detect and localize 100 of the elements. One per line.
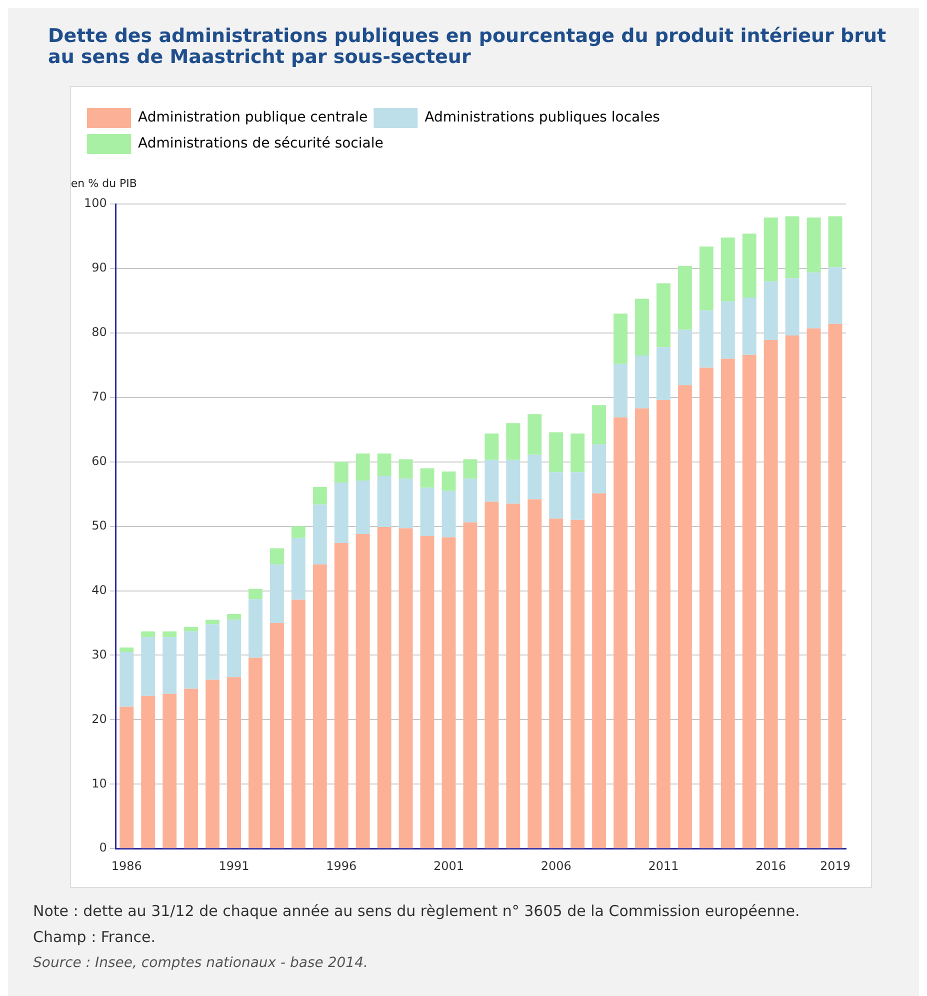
bar xyxy=(270,548,284,564)
y-tick-label: 20 xyxy=(92,712,107,726)
bar xyxy=(570,433,585,472)
bar xyxy=(506,504,520,848)
bar xyxy=(398,459,413,479)
y-tick-label: 50 xyxy=(92,518,107,532)
text: Champ : France. xyxy=(33,927,157,948)
y-tick-label: 100 xyxy=(84,196,107,210)
bar xyxy=(528,414,542,455)
bar xyxy=(720,238,735,302)
x-tick-label: 2011 xyxy=(648,858,679,873)
bar xyxy=(828,324,842,848)
bar xyxy=(678,330,692,386)
bar xyxy=(442,490,456,538)
bar xyxy=(592,444,606,494)
legend-label: Administration publique centrale xyxy=(138,110,368,126)
x-tick-label: 2001 xyxy=(433,858,464,873)
bar xyxy=(528,454,542,500)
bar xyxy=(720,358,735,848)
bar xyxy=(206,620,220,624)
bar xyxy=(699,368,714,848)
text: Note : dette au 31/12 de chaque année au sens du règlement n° 3605 de la Commission européenne. xyxy=(33,901,801,922)
bar xyxy=(141,631,156,638)
bar xyxy=(614,364,628,418)
bar xyxy=(528,499,542,848)
bar xyxy=(356,453,370,481)
bar xyxy=(742,354,756,848)
bar xyxy=(570,472,585,520)
source-note: Source : Insee, comptes nationaux - base 2014. xyxy=(33,954,369,973)
bar xyxy=(162,637,177,694)
bar xyxy=(656,347,670,400)
bar xyxy=(377,526,392,848)
bar xyxy=(312,564,327,848)
bar xyxy=(120,647,134,652)
bar xyxy=(463,522,478,848)
bar xyxy=(764,340,778,848)
bar xyxy=(614,417,628,848)
bar xyxy=(334,543,348,848)
bar xyxy=(764,281,778,340)
bar xyxy=(678,266,692,330)
bar xyxy=(120,652,134,707)
bar xyxy=(184,631,198,689)
y-tick-label: 10 xyxy=(92,776,107,790)
bar xyxy=(356,480,370,534)
bar xyxy=(184,688,198,848)
bar xyxy=(227,677,241,848)
bar xyxy=(398,478,413,528)
bar xyxy=(270,564,284,623)
bar xyxy=(785,216,800,278)
bar xyxy=(377,453,392,476)
bar xyxy=(356,534,370,848)
bar xyxy=(442,537,456,848)
bar xyxy=(312,486,327,504)
bar xyxy=(635,408,649,848)
y-axis-title: en % du PIB xyxy=(70,176,137,190)
y-tick-label: 90 xyxy=(92,260,107,275)
bar xyxy=(614,314,628,364)
bar xyxy=(227,620,241,678)
bar xyxy=(592,493,606,848)
bar xyxy=(420,468,434,488)
bar xyxy=(828,216,842,268)
bar xyxy=(656,283,670,348)
bar xyxy=(484,433,499,460)
bar xyxy=(206,624,220,680)
bar xyxy=(699,246,714,310)
bar xyxy=(720,301,735,359)
bar xyxy=(463,459,478,479)
bar xyxy=(549,472,564,519)
bar xyxy=(806,218,821,272)
x-tick-label: 1991 xyxy=(218,858,250,873)
y-tick-label: 70 xyxy=(92,390,107,404)
bar xyxy=(570,520,585,848)
bar xyxy=(828,267,842,324)
y-tick-label: 80 xyxy=(92,325,107,340)
bar xyxy=(806,272,821,328)
legend-label: Administrations de sécurité sociale xyxy=(138,136,384,152)
bar xyxy=(291,538,306,600)
x-tick-label: 2019 xyxy=(820,858,851,873)
y-tick-label: 60 xyxy=(92,454,107,468)
bar xyxy=(334,482,348,544)
x-tick-label: 1996 xyxy=(326,858,357,873)
bar xyxy=(506,423,520,460)
bar xyxy=(549,432,564,472)
bar xyxy=(699,310,714,368)
y-tick-label: 40 xyxy=(92,582,107,597)
bar xyxy=(463,478,478,522)
legend-label: Administrations publiques locales xyxy=(424,110,660,126)
bar xyxy=(184,626,198,632)
bar xyxy=(120,706,134,848)
bar xyxy=(442,472,456,491)
bar xyxy=(635,298,649,356)
bar xyxy=(398,528,413,848)
x-tick-label: 2016 xyxy=(756,858,786,873)
bar xyxy=(635,355,649,408)
bar xyxy=(291,600,306,848)
y-tick-label: 0 xyxy=(99,840,107,855)
bar xyxy=(248,588,262,600)
bar xyxy=(742,297,756,355)
bar xyxy=(420,536,434,848)
bar xyxy=(270,622,284,848)
